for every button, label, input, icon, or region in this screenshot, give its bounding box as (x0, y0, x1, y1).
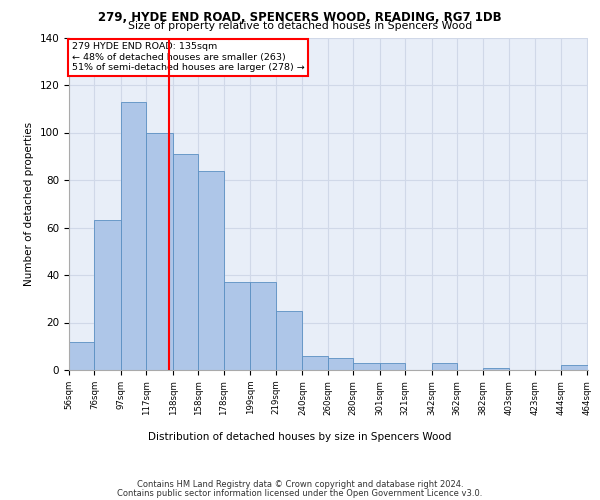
Bar (328, 358, 353, 370)
Bar (199, 170, 224, 370)
Bar (353, 363, 380, 370)
Text: Size of property relative to detached houses in Spencers Wood: Size of property relative to detached ho… (128, 21, 472, 31)
Bar (562, 365, 588, 370)
Bar (276, 310, 302, 370)
Text: Distribution of detached houses by size in Spencers Wood: Distribution of detached houses by size … (148, 432, 452, 442)
Bar (482, 368, 509, 370)
Bar (302, 356, 328, 370)
Bar (224, 282, 250, 370)
Bar (69, 342, 94, 370)
Text: Contains HM Land Registry data © Crown copyright and database right 2024.: Contains HM Land Registry data © Crown c… (137, 480, 463, 489)
Bar (121, 102, 146, 370)
Bar (380, 363, 405, 370)
Text: Contains public sector information licensed under the Open Government Licence v3: Contains public sector information licen… (118, 488, 482, 498)
Bar (432, 363, 457, 370)
Y-axis label: Number of detached properties: Number of detached properties (24, 122, 34, 286)
Bar (94, 220, 121, 370)
Bar (250, 282, 276, 370)
Bar (173, 154, 199, 370)
Text: 279, HYDE END ROAD, SPENCERS WOOD, READING, RG7 1DB: 279, HYDE END ROAD, SPENCERS WOOD, READI… (98, 11, 502, 24)
Text: 279 HYDE END ROAD: 135sqm
← 48% of detached houses are smaller (263)
51% of semi: 279 HYDE END ROAD: 135sqm ← 48% of detac… (71, 42, 304, 72)
Bar (146, 132, 173, 370)
